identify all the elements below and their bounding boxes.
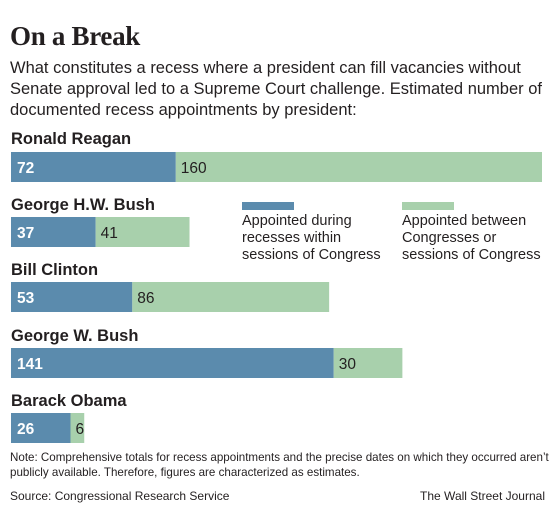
value-within-ronald-reagan: 72 [17, 160, 34, 177]
chart-source: Source: Congressional Research Service [10, 489, 230, 503]
chart-note: Note: Comprehensive totals for recess ap… [10, 451, 549, 479]
value-between-george-w-bush: 30 [339, 356, 357, 373]
value-within-george-w-bush: 141 [17, 356, 43, 373]
bar-within-ronald-reagan [11, 152, 176, 182]
president-label-barack-obama: Barack Obama [11, 392, 127, 410]
bar-within-george-h-w-bush [11, 217, 96, 247]
president-label-george-w-bush: George W. Bush [11, 327, 138, 345]
bar-within-barack-obama [11, 413, 71, 443]
legend-label-between: Appointed between Congresses or sessions o… [402, 213, 541, 263]
bar-between-ronald-reagan [175, 152, 543, 182]
bar-between-george-w-bush [333, 348, 403, 378]
value-between-george-h-w-bush: 41 [101, 225, 118, 242]
legend-swatch-between [402, 202, 454, 210]
bar-within-george-w-bush [11, 348, 334, 378]
value-within-george-h-w-bush: 37 [17, 225, 34, 242]
president-label-george-h-w-bush: George H.W. Bush [11, 196, 155, 214]
chart-subtitle: What constitutes a recess where a presid… [10, 59, 542, 119]
bar-between-barack-obama [70, 413, 85, 443]
value-between-barack-obama: 6 [76, 421, 85, 438]
bar-chart: Ronald Reagan 72 160 George H.W. Bush 37 41 Bi… [11, 130, 543, 443]
bar-between-george-h-w-bush [95, 217, 190, 247]
president-label-ronald-reagan: Ronald Reagan [11, 130, 131, 148]
legend-swatch-within [242, 202, 294, 210]
legend-label-within: Appointed during recesses within sessions … [242, 213, 381, 263]
publisher-credit: The Wall Street Journal [420, 489, 545, 503]
bar-within-bill-clinton [11, 282, 133, 312]
value-between-bill-clinton: 86 [137, 290, 154, 307]
chart-title: On a Break [10, 21, 141, 51]
value-between-ronald-reagan: 160 [181, 160, 207, 177]
bar-between-bill-clinton [132, 282, 330, 312]
value-within-barack-obama: 26 [17, 421, 35, 438]
president-label-bill-clinton: Bill Clinton [11, 261, 98, 279]
value-within-bill-clinton: 53 [17, 290, 35, 307]
